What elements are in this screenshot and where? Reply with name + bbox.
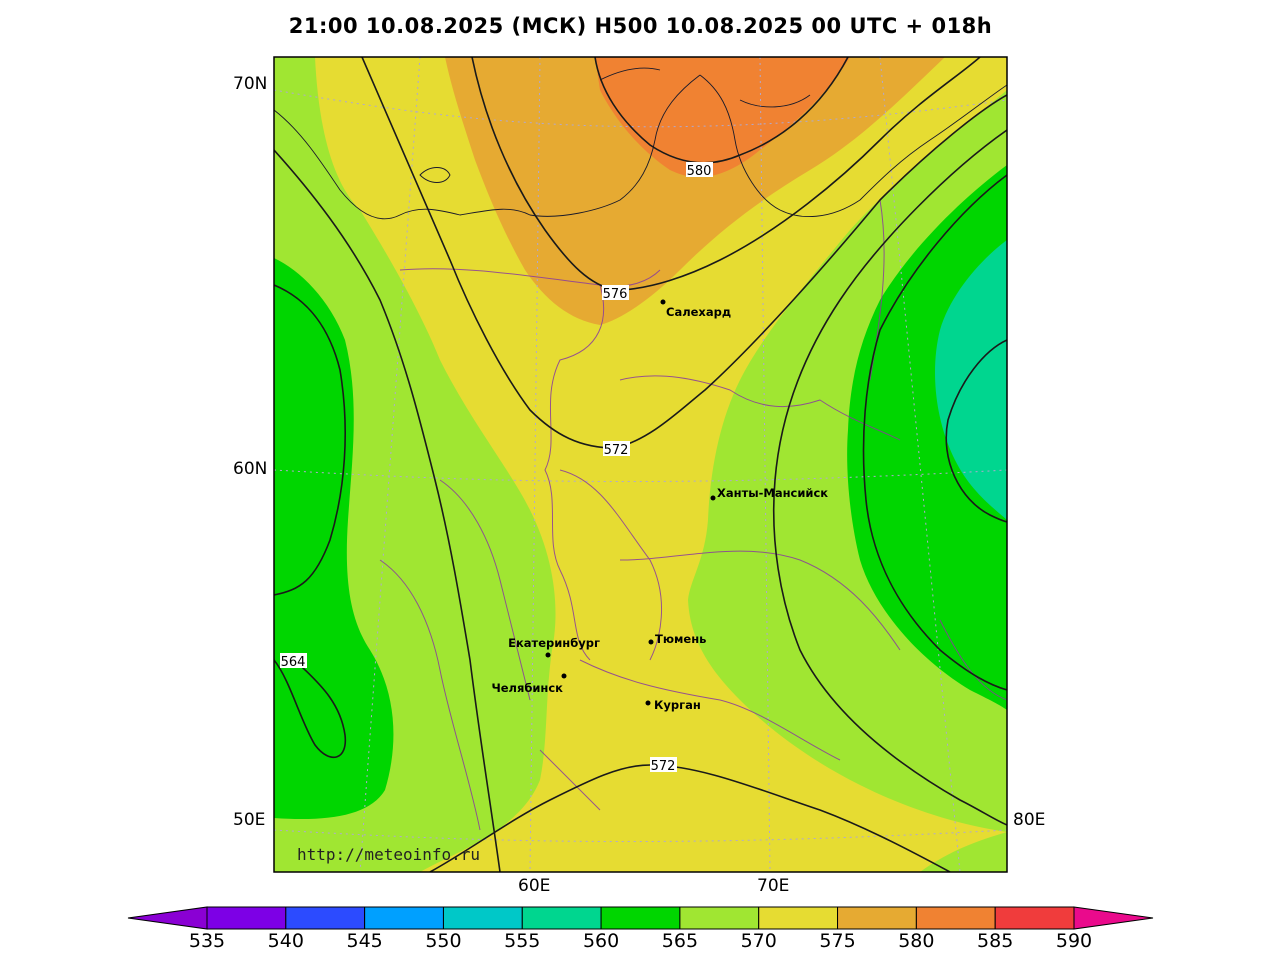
colorbar-cell xyxy=(994,906,1075,930)
city-dot-chelyabinsk xyxy=(561,673,567,679)
colorbar-tick-label: 565 xyxy=(661,930,699,952)
colorbar-cell xyxy=(679,906,760,930)
colorbar-tick-label: 570 xyxy=(740,930,777,952)
colorbar-tick-label: 590 xyxy=(1055,930,1093,952)
city-tyumen: Тюмень xyxy=(655,632,706,646)
city-khanty-mansiysk: Ханты-Мансийск xyxy=(717,486,828,500)
city-dot-ekaterinburg xyxy=(545,652,551,658)
contour-560-east xyxy=(945,339,1007,523)
colorbar-cell xyxy=(285,906,366,930)
colorbar-cell xyxy=(206,906,287,930)
contour-label-572-south: 572 xyxy=(651,759,676,774)
axis-label-60e: 60E xyxy=(518,876,551,896)
colorbar-cell xyxy=(758,906,839,930)
city-kurgan: Курган xyxy=(654,698,701,712)
contour-label-564: 564 xyxy=(281,655,306,670)
colorbar-tick-label: 535 xyxy=(188,930,226,952)
colorbar-tick-label: 555 xyxy=(504,930,541,952)
colorbar-cell xyxy=(364,906,444,930)
contour-564-south xyxy=(274,659,347,759)
axis-label-50e: 50E xyxy=(233,810,266,830)
contour-568-east xyxy=(772,129,1007,826)
field-565-west xyxy=(274,258,394,820)
axis-label-80e: 80E xyxy=(1013,810,1046,830)
colorbar-cell xyxy=(600,906,681,930)
colorbar-tick-label: 575 xyxy=(819,930,856,952)
field-570-south xyxy=(920,832,1007,872)
contour-576 xyxy=(471,57,981,291)
city-dot-kurgan xyxy=(645,700,651,706)
colorbar-tick-label: 540 xyxy=(267,930,304,952)
colorbar-cell xyxy=(837,906,917,930)
colorbar-tick-label: 585 xyxy=(977,930,1014,952)
colorbar-extend-high xyxy=(1073,906,1154,930)
city-dot-tyumen xyxy=(648,639,654,645)
city-dot-khanty xyxy=(710,495,716,501)
colorbar-tick-label: 550 xyxy=(425,930,462,952)
colorbar-tick-label: 560 xyxy=(582,930,620,952)
city-dot-salekhard xyxy=(660,299,666,305)
colorbar-cell xyxy=(915,906,996,930)
city-salekhard: Салехард xyxy=(666,305,731,319)
contour-label-576: 576 xyxy=(603,287,628,302)
map-title: 21:00 10.08.2025 (МСК) H500 10.08.2025 0… xyxy=(288,14,993,38)
city-ekaterinburg: Екатеринбург xyxy=(508,636,600,650)
axis-label-70e: 70E xyxy=(757,876,790,896)
contour-564-east xyxy=(862,174,1007,691)
contour-label-572-north: 572 xyxy=(604,443,629,458)
axis-label-60n: 60N xyxy=(233,459,268,479)
city-chelyabinsk: Челябинск xyxy=(491,681,563,695)
colorbar-cell xyxy=(442,906,523,930)
colorbar-cell xyxy=(521,906,602,930)
colorbar-tick-label: 545 xyxy=(346,930,383,952)
contour-568-west xyxy=(274,149,501,872)
colorbar-tick-label: 580 xyxy=(898,930,935,952)
field-560-east xyxy=(935,240,1007,520)
colorbar-extend-low xyxy=(127,906,208,930)
contour-564-west xyxy=(274,284,347,596)
contour-label-580: 580 xyxy=(687,164,712,179)
field-585 xyxy=(595,57,850,178)
axis-label-70n: 70N xyxy=(233,74,268,94)
field-580 xyxy=(445,57,945,325)
watermark: http://meteoinfo.ru xyxy=(297,845,481,864)
